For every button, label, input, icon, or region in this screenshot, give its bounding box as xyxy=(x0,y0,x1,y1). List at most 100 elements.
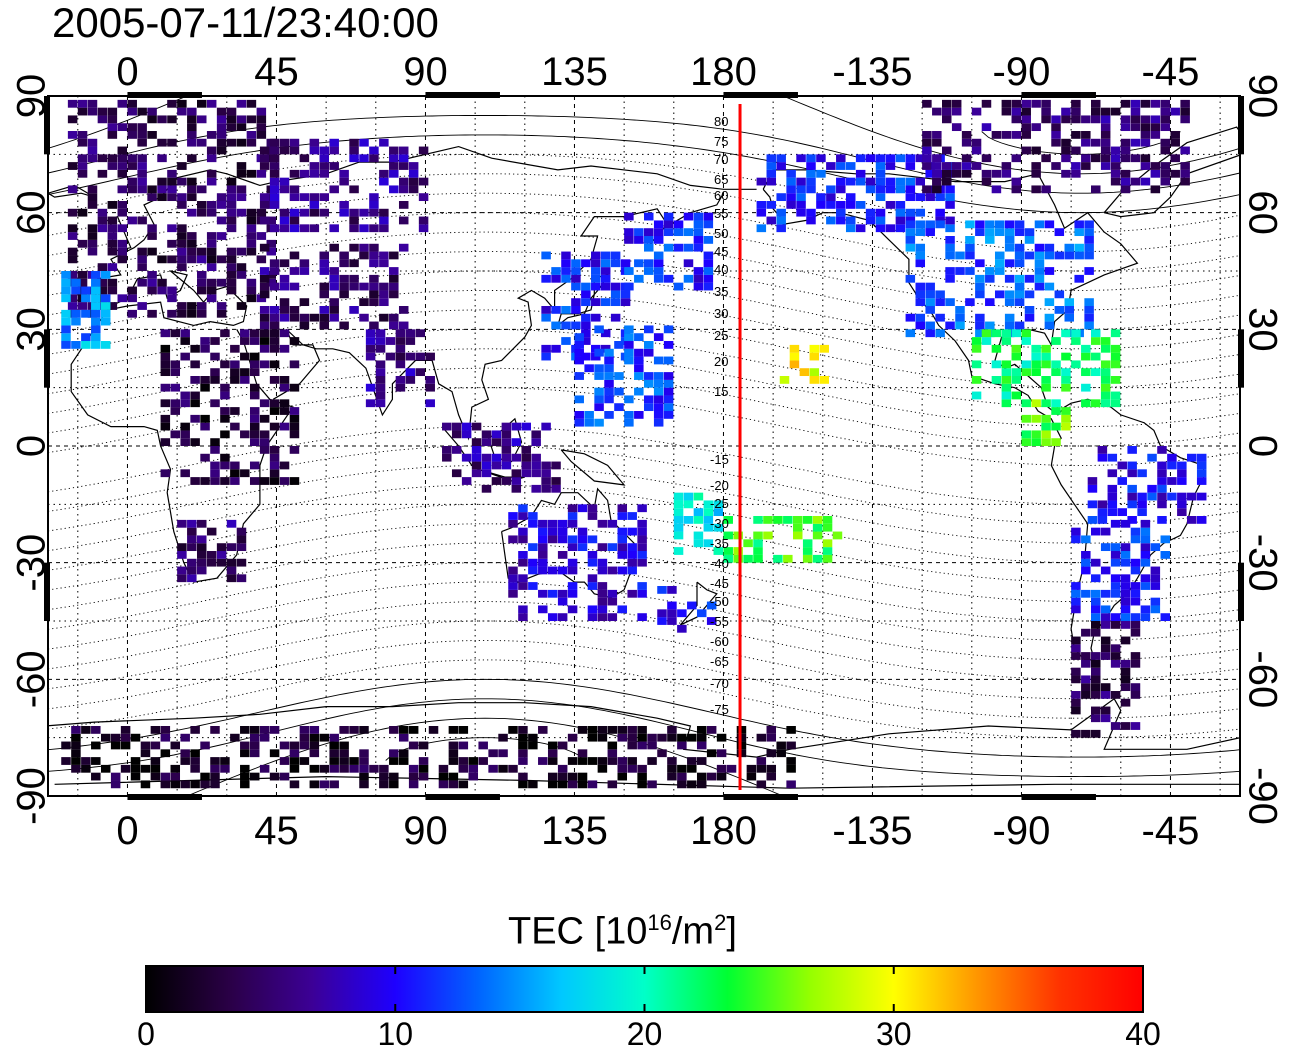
tec-cell xyxy=(240,726,250,734)
tec-cell xyxy=(1150,574,1161,583)
tec-cell xyxy=(398,162,409,170)
tec-cell xyxy=(644,236,654,244)
tec-cell xyxy=(389,757,399,765)
tec-cell xyxy=(1071,337,1081,345)
tec-cell xyxy=(538,535,548,544)
tec-cell xyxy=(653,372,664,380)
tec-cell xyxy=(100,302,111,310)
tec-cell xyxy=(624,356,634,365)
tec-cell xyxy=(604,356,614,365)
tec-cell xyxy=(518,726,528,734)
tec-cell xyxy=(269,201,280,209)
tec-cell xyxy=(1167,461,1177,470)
tec-cell xyxy=(240,772,250,781)
tec-cell xyxy=(1110,652,1121,660)
tec-cell xyxy=(309,313,320,322)
tec-cell xyxy=(187,185,197,194)
tec-cell xyxy=(200,376,210,384)
tec-cell xyxy=(809,344,820,353)
tec-cell xyxy=(87,247,98,256)
tec-cell xyxy=(197,185,207,194)
tec-cell xyxy=(177,566,187,575)
tec-cell xyxy=(339,741,349,750)
tec-cell xyxy=(1084,298,1094,307)
colorbar-title: TEC [1016/m2] xyxy=(508,910,737,953)
mlat-label: -25 xyxy=(710,496,729,511)
tec-cell xyxy=(1100,146,1111,155)
tec-cell xyxy=(637,772,647,781)
tec-cell xyxy=(587,558,598,567)
tec-cell xyxy=(180,352,190,361)
tec-cell xyxy=(1074,251,1084,260)
tec-cell xyxy=(180,422,190,431)
tec-cell xyxy=(468,757,479,765)
tec-cell xyxy=(269,772,280,781)
tec-cell xyxy=(1140,162,1151,170)
tec-cell xyxy=(693,220,704,229)
tec-cell xyxy=(197,286,207,295)
mlat-contour xyxy=(48,387,1240,466)
tec-cell xyxy=(561,337,571,345)
tec-cell xyxy=(375,344,386,353)
tec-cell xyxy=(259,193,270,202)
tec-cell xyxy=(379,169,389,178)
tec-cell xyxy=(610,251,621,260)
tec-cell xyxy=(561,306,571,314)
tec-cell xyxy=(826,162,836,170)
tec-cell xyxy=(1100,652,1111,660)
tec-cell xyxy=(971,107,982,116)
tec-cell xyxy=(594,348,604,357)
tec-cell xyxy=(567,605,578,614)
tec-cell xyxy=(922,146,932,155)
tec-cell xyxy=(783,554,793,563)
tec-cell xyxy=(776,154,786,163)
tec-cell xyxy=(518,527,528,536)
tec-cell xyxy=(1071,582,1081,590)
tec-cell xyxy=(481,453,492,462)
tec-cell xyxy=(1160,162,1171,170)
tec-cell xyxy=(663,274,674,283)
tec-cell xyxy=(398,749,409,758)
tec-cell xyxy=(945,321,955,330)
tec-cell xyxy=(1187,492,1197,501)
tec-cell xyxy=(197,201,207,209)
tec-cell xyxy=(1091,399,1101,408)
tec-cell xyxy=(299,726,310,734)
tec-cell xyxy=(600,298,611,307)
tec-cell xyxy=(147,309,157,318)
tec-cell xyxy=(110,780,121,789)
tec-cell xyxy=(289,306,300,314)
tec-cell xyxy=(289,337,300,345)
tec-cell xyxy=(226,208,237,217)
tec-cell xyxy=(905,208,916,217)
tec-cell xyxy=(309,146,320,155)
tec-cell xyxy=(693,267,704,275)
tec-cell xyxy=(617,733,628,742)
lat-tick-right: 60 xyxy=(1240,190,1284,235)
tec-cell xyxy=(157,138,167,147)
tec-cell xyxy=(279,741,290,750)
tec-cell xyxy=(408,162,419,170)
tec-cell xyxy=(187,543,197,552)
tec-cell xyxy=(683,516,694,524)
tec-cell xyxy=(925,306,935,314)
tec-cell xyxy=(604,395,614,404)
tec-cell xyxy=(197,309,207,318)
tec-cell xyxy=(802,554,813,563)
mlat-contour xyxy=(48,134,1240,214)
tec-cell xyxy=(663,243,674,252)
tec-cell xyxy=(279,772,290,781)
tec-cell xyxy=(369,193,379,202)
tec-cell xyxy=(1150,115,1161,124)
tec-cell xyxy=(180,399,190,408)
tec-cell xyxy=(1091,185,1101,194)
tec-cell xyxy=(1167,453,1177,462)
tec-cell xyxy=(1100,589,1111,598)
tec-cell xyxy=(147,107,157,116)
tec-cell xyxy=(597,597,608,606)
tec-cell xyxy=(644,243,654,252)
tec-cell xyxy=(1110,582,1121,590)
tec-cell xyxy=(1071,698,1081,707)
tec-cell xyxy=(405,329,416,338)
tec-cell xyxy=(1034,259,1045,268)
